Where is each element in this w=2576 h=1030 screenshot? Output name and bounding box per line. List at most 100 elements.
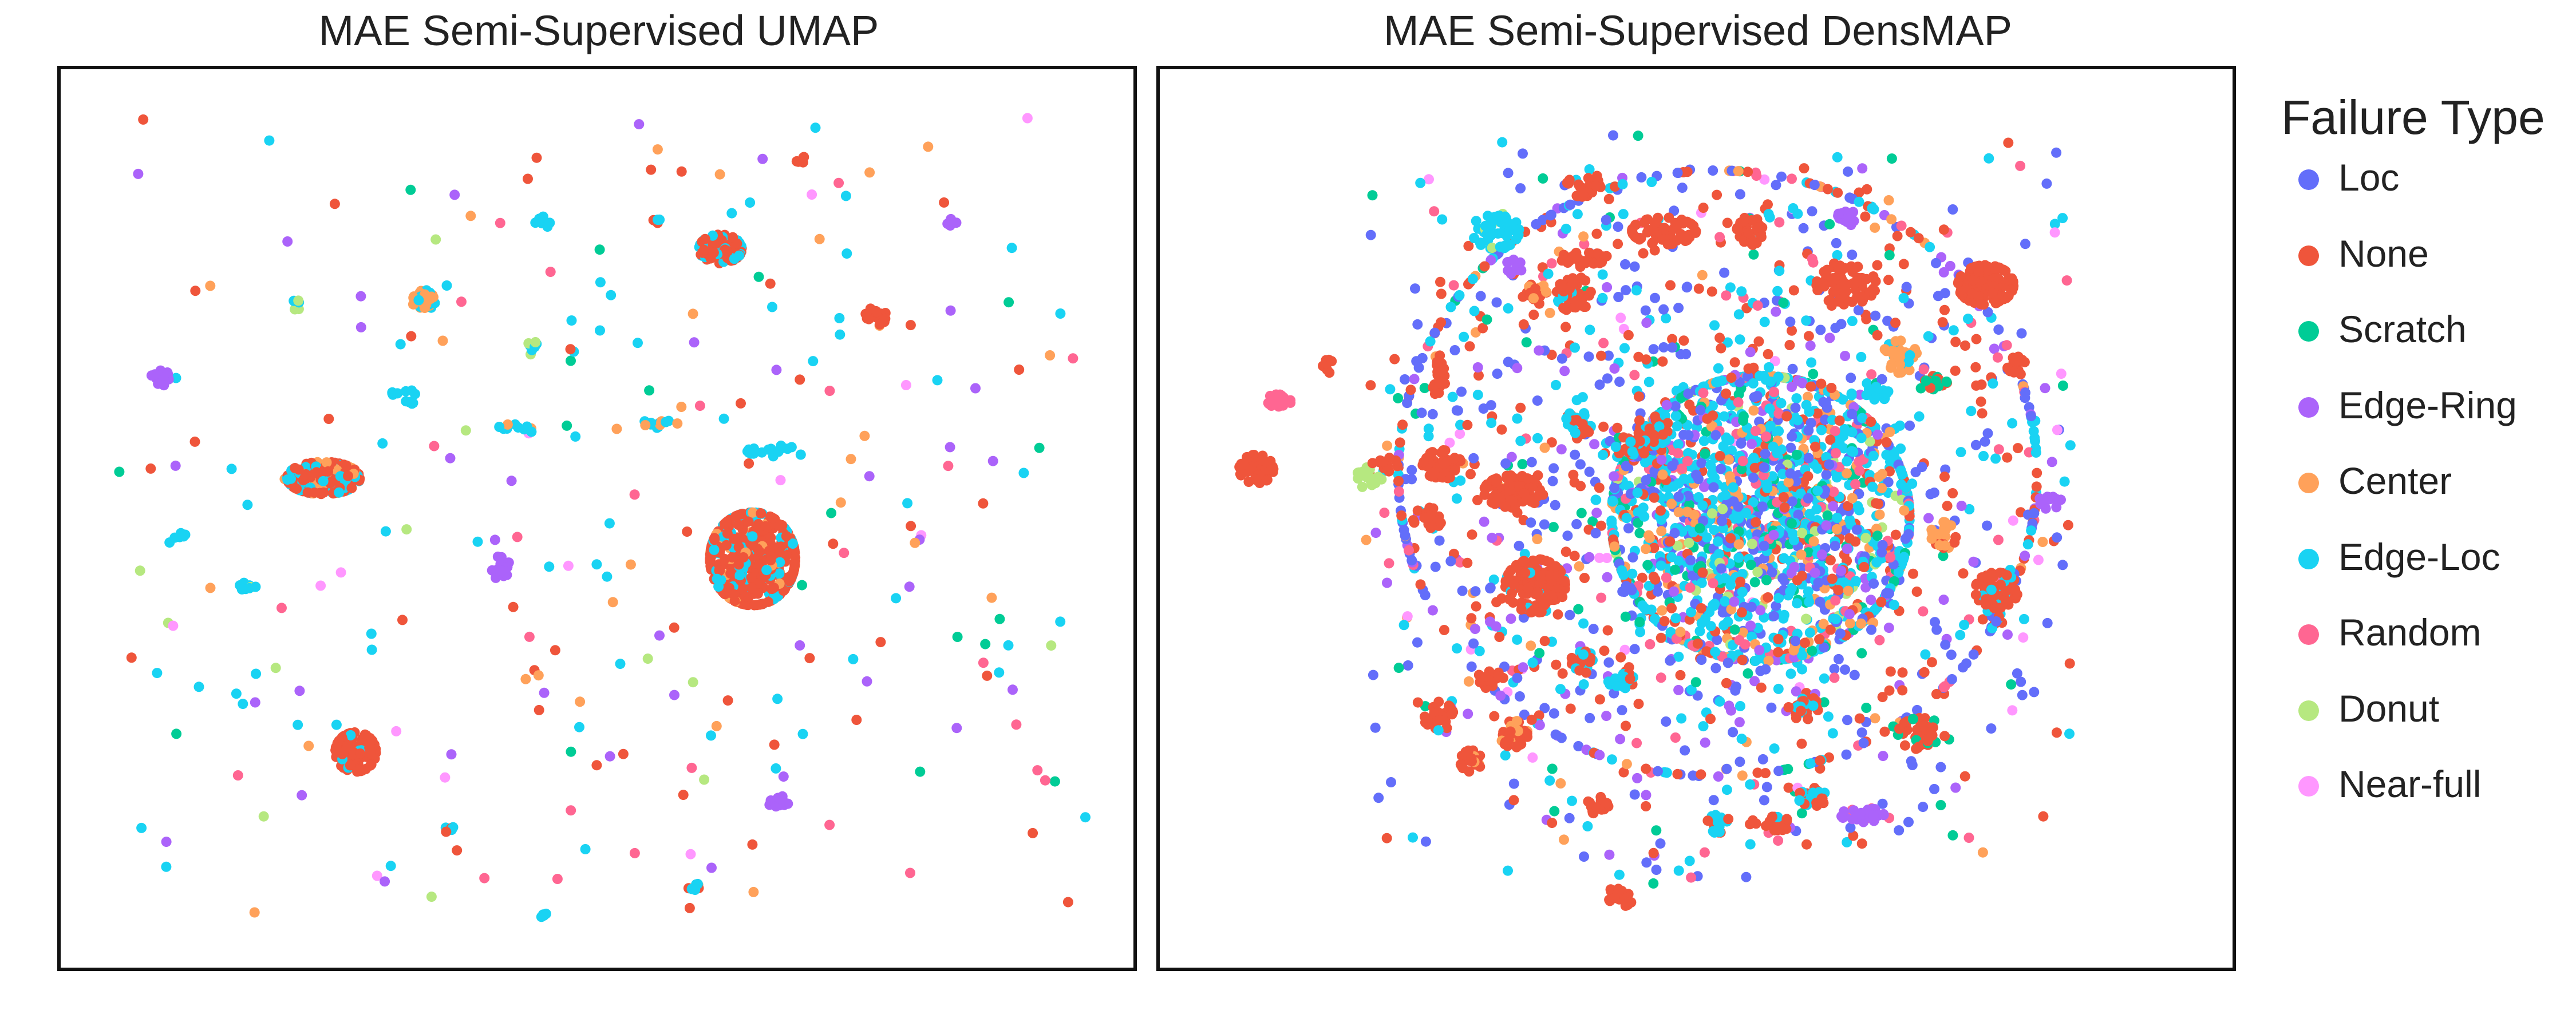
scatter-point-center [676, 402, 687, 412]
scatter-point-edge-loc [606, 290, 617, 300]
scatter-point-center [1788, 645, 1799, 656]
scatter-point-edge-loc [734, 570, 745, 581]
scatter-point-edge-loc [690, 885, 701, 895]
scatter-point-loc [1947, 204, 1958, 215]
scatter-point-none [1981, 599, 1991, 610]
scatter-point-loc [1856, 727, 1867, 738]
scatter-point-none [875, 637, 886, 648]
scatter-point-center [814, 233, 825, 244]
scatter-point-none [1931, 689, 1942, 699]
scatter-point-loc [1491, 297, 1502, 308]
scatter-point-edge-loc [509, 419, 520, 430]
scatter-point-none [1698, 203, 1709, 213]
scatter-point-none [301, 469, 311, 480]
scatter-point-scratch [980, 639, 991, 649]
scatter-point-scratch [1651, 825, 1662, 836]
scatter-point-loc [1503, 168, 1514, 179]
scatter-point-none [1696, 769, 1706, 780]
scatter-point-center [1843, 585, 1854, 596]
scatter-point-loc [1583, 351, 1594, 362]
scatter-point-center [1641, 544, 1652, 554]
scatter-point-edge-ring [170, 460, 181, 471]
scatter-point-scratch [1824, 219, 1835, 229]
scatter-point-near-full [2008, 515, 2018, 526]
scatter-point-edge-ring [1797, 378, 1808, 389]
scatter-point-loc [1986, 723, 1997, 734]
scatter-point-none [1436, 288, 1447, 299]
scatter-point-donut [1860, 533, 1871, 544]
scatter-point-edge-loc [1709, 525, 1720, 536]
scatter-point-scratch [1743, 668, 1753, 679]
scatter-point-edge-loc [1398, 620, 1409, 631]
scatter-point-donut [1752, 566, 1763, 577]
scatter-point-loc [1636, 172, 1647, 183]
scatter-point-edge-loc [1635, 627, 1646, 637]
scatter-point-edge-loc [1561, 413, 1572, 424]
scatter-point-edge-loc [932, 375, 943, 386]
scatter-point-loc [1585, 712, 1595, 723]
scatter-point-edge-loc [2059, 476, 2070, 487]
scatter-point-none [1926, 657, 1937, 668]
scatter-point-none [1466, 613, 1477, 624]
scatter-point-edge-loc [1792, 598, 1803, 609]
scatter-point-none [2064, 658, 2075, 669]
scatter-point-none [1519, 488, 1530, 499]
scatter-point-edge-loc [1408, 832, 1418, 843]
scatter-point-center [652, 144, 663, 155]
scatter-point-edge-loc [1773, 371, 1784, 382]
scatter-point-center [607, 597, 618, 608]
scatter-point-loc [1760, 449, 1771, 459]
scatter-point-edge-loc [1567, 795, 1577, 806]
scatter-point-none [1667, 334, 1678, 344]
scatter-point-edge-loc [1551, 379, 1561, 390]
scatter-point-edge-loc [1776, 444, 1787, 455]
scatter-point-edge-loc [1823, 711, 1834, 722]
scatter-point-random [629, 489, 640, 500]
scatter-point-loc [1548, 463, 1559, 474]
scatter-point-loc [1894, 825, 1905, 836]
scatter-point-none [342, 739, 353, 750]
scatter-point-edge-loc [1705, 621, 1716, 632]
scatter-point-scratch [1748, 249, 1759, 260]
scatter-point-none [722, 695, 733, 706]
scatter-point-random [276, 603, 287, 613]
scatter-point-edge-loc [1776, 398, 1787, 409]
scatter-point-scratch [1738, 411, 1749, 422]
scatter-point-edge-loc [1737, 587, 1748, 597]
scatter-point-edge-ring [1491, 621, 1502, 632]
scatter-point-none [1648, 572, 1659, 583]
scatter-point-none [1751, 517, 1761, 528]
scatter-point-none [768, 583, 779, 593]
scatter-point-none [1743, 228, 1754, 239]
scatter-point-scratch [1694, 523, 1705, 534]
scatter-point-edge-loc [1584, 164, 1595, 175]
scatter-point-edge-loc [1646, 177, 1657, 187]
scatter-point-loc [1518, 148, 1528, 159]
scatter-point-loc [1550, 729, 1561, 740]
scatter-point-edge-ring [1609, 363, 1620, 374]
scatter-point-edge-ring [1828, 501, 1839, 512]
scatter-point-center [910, 537, 920, 548]
scatter-point-edge-ring [1602, 282, 1613, 292]
scatter-point-edge-loc [1638, 502, 1649, 513]
scatter-point-none [727, 552, 738, 563]
scatter-point-edge-ring [987, 455, 998, 466]
scatter-point-donut [401, 524, 412, 535]
scatter-point-scratch [1633, 130, 1643, 141]
scatter-point-center [1609, 541, 1620, 552]
scatter-point-none [1982, 572, 1992, 583]
scatter-point-random [824, 386, 835, 396]
scatter-point-none [1783, 782, 1794, 793]
scatter-point-loc [1475, 291, 1486, 302]
scatter-point-donut [1672, 540, 1683, 551]
scatter-point-none [1826, 383, 1837, 393]
scatter-point-edge-loc [774, 568, 785, 579]
scatter-point-none [1960, 340, 1970, 351]
scatter-point-scratch [1761, 575, 1772, 585]
scatter-point-edge-ring [1816, 549, 1827, 560]
scatter-point-random [1011, 719, 1022, 730]
scatter-point-edge-loc [1579, 410, 1590, 421]
scatter-point-random [943, 461, 954, 472]
scatter-point-random [1677, 464, 1688, 474]
scatter-point-edge-ring [355, 322, 366, 332]
